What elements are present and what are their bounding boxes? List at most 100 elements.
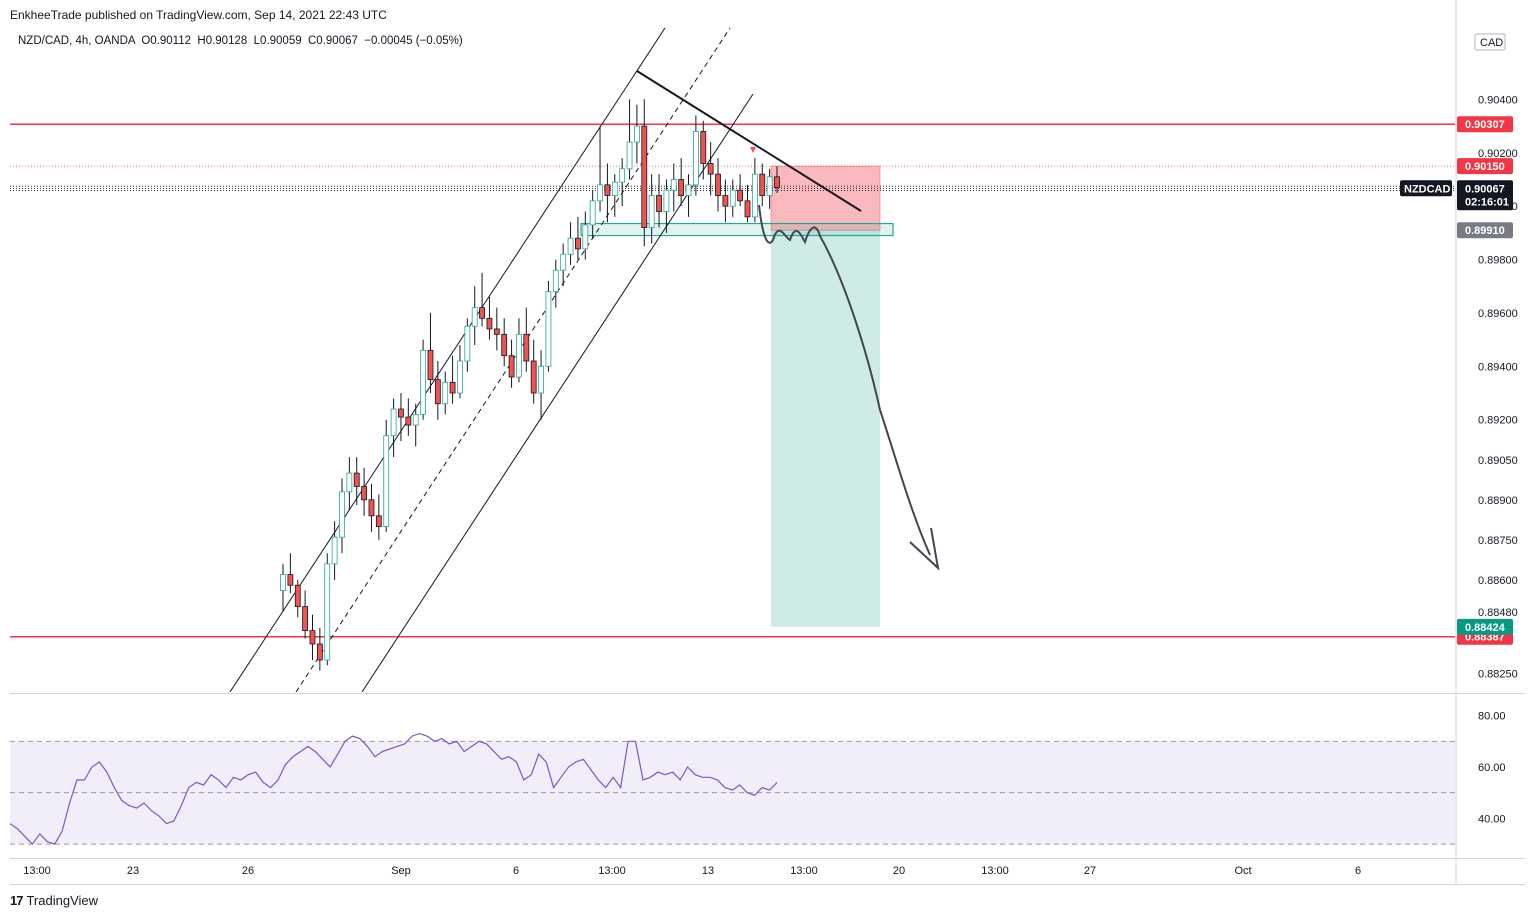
candle	[398, 393, 404, 442]
countdown-label: 02:16:01	[1465, 196, 1509, 208]
candle-body	[508, 355, 515, 378]
candle	[471, 286, 478, 345]
price-tag-bg	[1457, 180, 1513, 211]
candle	[434, 361, 441, 420]
candle	[361, 467, 368, 516]
price-tick-label: 0.88480	[1478, 607, 1518, 619]
candle-body	[538, 365, 544, 394]
candle-body	[597, 184, 603, 202]
candle-body	[634, 125, 640, 143]
rsi-line	[9, 732, 778, 846]
candle-body	[486, 317, 493, 330]
candle-body	[427, 349, 434, 381]
candle	[479, 272, 485, 327]
candle	[774, 166, 780, 193]
currency-label: CAD	[1480, 37, 1503, 49]
candle-body	[287, 574, 294, 586]
candle	[309, 614, 316, 660]
candle-body	[589, 200, 596, 226]
candle-body	[641, 125, 648, 228]
tradingview-logo-icon: 17	[10, 893, 24, 908]
candle	[575, 216, 581, 260]
symbol-ohlc-info: NZD/CAD, 4h, OANDA O0.90112 H0.90128 L0.…	[18, 35, 463, 47]
candle-body	[545, 291, 552, 367]
candle	[508, 339, 515, 388]
candle-body	[619, 168, 626, 183]
candle-body	[722, 195, 729, 207]
candle	[457, 344, 463, 399]
candle	[648, 174, 655, 244]
candle-body	[567, 237, 574, 255]
candle-body	[302, 606, 309, 632]
candle	[604, 163, 611, 223]
descending-trendline	[636, 70, 862, 212]
candle-body	[604, 184, 611, 196]
candle	[560, 243, 567, 287]
candle	[582, 211, 589, 260]
candle	[412, 403, 419, 447]
candle-body	[442, 381, 449, 405]
candle-body	[471, 307, 478, 327]
projection-arrowhead	[909, 527, 940, 571]
price-tag: 0.89910	[1465, 225, 1505, 237]
candle	[744, 184, 751, 223]
candle-body	[346, 472, 353, 493]
candle-body	[692, 131, 699, 186]
candle	[486, 296, 493, 340]
candle-body	[398, 408, 404, 418]
price-tag-bg	[1457, 222, 1513, 239]
candle-body	[331, 536, 338, 565]
candle-body	[648, 195, 655, 228]
axes: 0.904000.902000.900000.898000.896000.894…	[10, 0, 1525, 885]
candle	[567, 222, 574, 265]
time-tick-label: 26	[242, 865, 254, 877]
candle-body	[501, 333, 508, 357]
candle	[685, 174, 692, 217]
signal-marker-icon	[750, 147, 756, 153]
time-tick-label: 27	[1084, 865, 1096, 877]
symbol-tag-bg	[1400, 180, 1452, 197]
time-tick-label: 6	[1355, 865, 1361, 877]
price-tag: 0.88424	[1465, 622, 1506, 634]
candle	[670, 163, 677, 212]
time-tick-label: 13:00	[598, 865, 626, 877]
price-pane	[10, 27, 1455, 692]
rsi-tick-label: 40.00	[1478, 813, 1506, 825]
price-tag-bg	[1457, 158, 1513, 175]
time-tick-label: 23	[127, 865, 139, 877]
candle	[331, 521, 338, 580]
time-tick-label: 13	[702, 865, 714, 877]
price-tick-label: 0.89600	[1478, 308, 1518, 320]
tradingview-brand: TradingView	[26, 893, 99, 908]
rsi-pane	[9, 732, 1455, 846]
stop-loss-zone	[770, 165, 881, 231]
candle-body	[560, 253, 567, 271]
candle	[294, 579, 301, 618]
candle	[339, 478, 345, 554]
candle	[449, 355, 456, 404]
candle-body	[663, 189, 670, 212]
candle-body	[759, 173, 766, 196]
price-tick-label: 0.89800	[1478, 255, 1518, 267]
candle-body	[582, 224, 589, 250]
projection-path	[758, 204, 931, 556]
symbol-tag: NZDCAD	[1404, 183, 1450, 195]
candle	[729, 179, 736, 217]
candle	[427, 312, 434, 394]
candle-body	[737, 189, 744, 202]
candle	[634, 104, 640, 164]
candle-body	[766, 176, 773, 196]
candle-body	[449, 381, 456, 394]
candle	[692, 115, 699, 196]
candle	[383, 419, 390, 532]
candle-body	[294, 584, 301, 607]
time-tick-label: 13:00	[23, 865, 51, 877]
candle-body	[552, 269, 559, 293]
candle-body	[530, 360, 537, 394]
candle-body	[751, 173, 758, 218]
candle	[346, 457, 353, 511]
price-tick-label: 0.88750	[1478, 535, 1518, 547]
candle-body	[390, 408, 397, 437]
support-zone	[580, 222, 894, 237]
